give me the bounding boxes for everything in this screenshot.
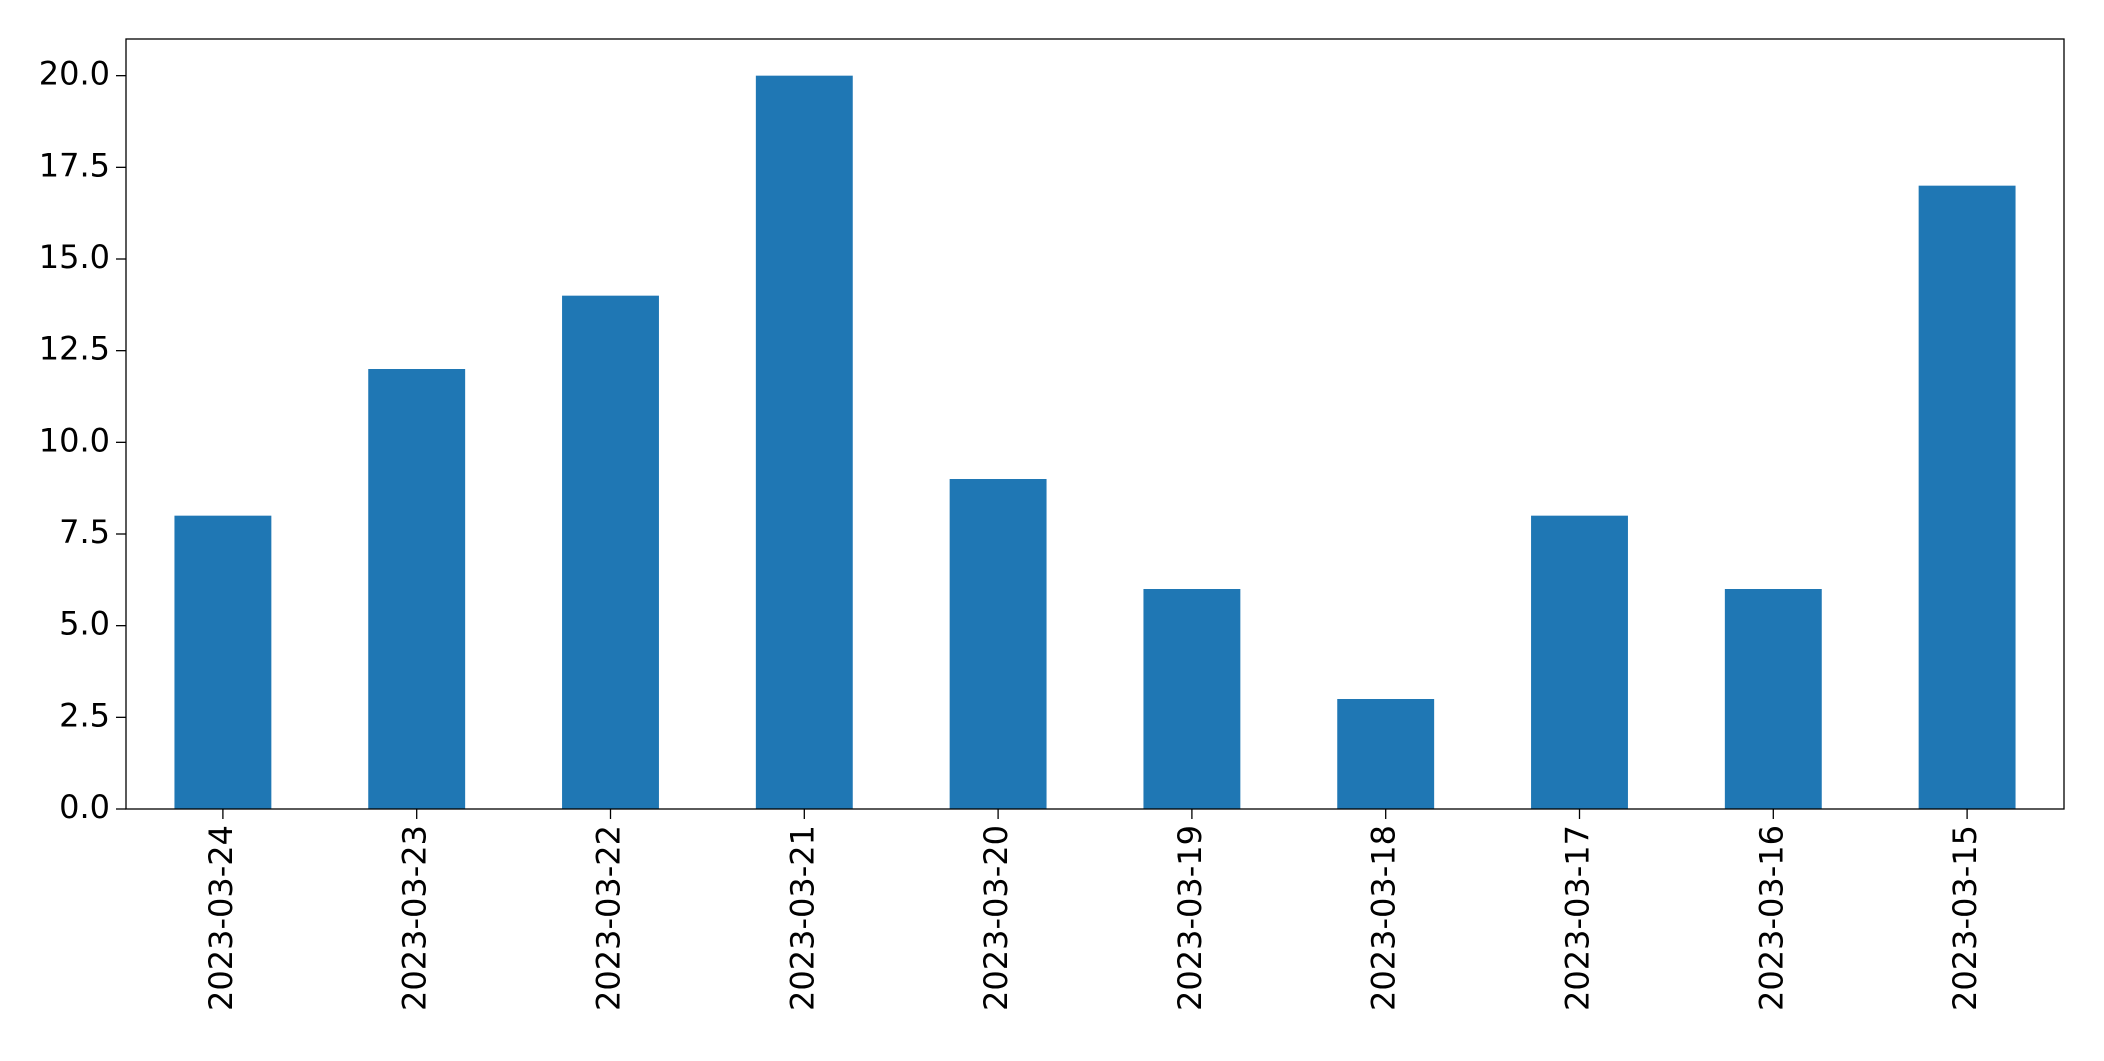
y-tick-label: 20.0 (39, 55, 110, 93)
y-tick-label: 0.0 (59, 788, 110, 826)
x-tick-label: 2023-03-20 (977, 825, 1015, 1011)
bar (949, 479, 1047, 809)
bar (1724, 589, 1822, 809)
bar (1143, 589, 1241, 809)
plot-frame (125, 38, 2065, 810)
bar (1337, 699, 1435, 809)
y-tick-label: 7.5 (59, 513, 110, 551)
bar (1918, 185, 2016, 809)
y-tick-label: 17.5 (39, 146, 110, 184)
x-tick-label: 2023-03-24 (202, 825, 240, 1011)
y-tick-label: 5.0 (59, 605, 110, 643)
bar (174, 515, 272, 809)
x-tick-label: 2023-03-18 (1365, 825, 1403, 1011)
bar (368, 369, 466, 809)
bar (755, 75, 853, 809)
x-tick-label: 2023-03-19 (1171, 825, 1209, 1011)
x-tick-label: 2023-03-16 (1752, 825, 1790, 1011)
x-tick-label: 2023-03-21 (783, 825, 821, 1011)
x-tick-label: 2023-03-22 (590, 825, 628, 1011)
y-tick-label: 15.0 (39, 238, 110, 276)
y-tick-label: 12.5 (39, 330, 110, 368)
x-tick-label: 2023-03-23 (396, 825, 434, 1011)
y-tick-label: 10.0 (39, 421, 110, 459)
bar (562, 295, 659, 810)
x-tick-label: 2023-03-15 (1946, 825, 1984, 1011)
bar (1531, 515, 1628, 809)
x-tick-label: 2023-03-17 (1559, 825, 1597, 1011)
y-tick-label: 2.5 (59, 696, 110, 734)
